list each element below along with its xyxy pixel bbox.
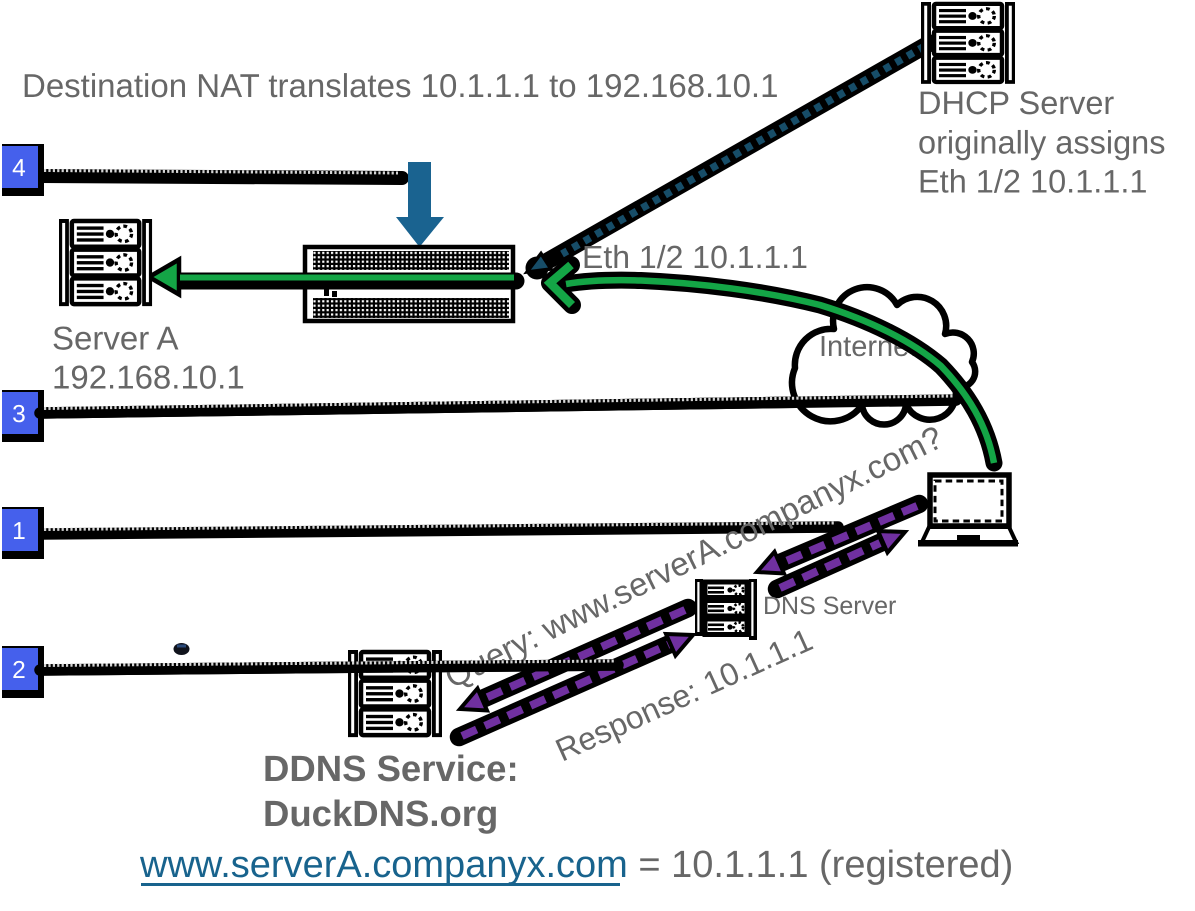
svg-text:2: 2 — [12, 657, 26, 684]
svg-text:DuckDNS.org: DuckDNS.org — [263, 793, 498, 834]
svg-text:DHCP Server: DHCP Server — [918, 85, 1114, 121]
svg-text:4: 4 — [12, 155, 26, 182]
svg-text:3: 3 — [12, 401, 26, 428]
svg-text:DDNS Service:: DDNS Service: — [263, 748, 519, 789]
svg-text:Server A: Server A — [52, 320, 179, 357]
svg-text:192.168.10.1: 192.168.10.1 — [52, 359, 245, 396]
svg-text:Eth 1/2 10.1.1.1: Eth 1/2 10.1.1.1 — [918, 164, 1147, 200]
svg-text:Eth 1/2 10.1.1.1: Eth 1/2 10.1.1.1 — [582, 239, 808, 275]
svg-text:Destination NAT translates 10.: Destination NAT translates 10.1.1.1 to 1… — [22, 67, 778, 104]
svg-text:www.serverA.companyx.com = 10.: www.serverA.companyx.com = 10.1.1.1 (reg… — [139, 844, 1013, 886]
svg-text:Query: www.serverA.companyx.co: Query: www.serverA.companyx.com? — [439, 418, 949, 695]
svg-text:originally assigns: originally assigns — [918, 125, 1165, 161]
svg-text:1: 1 — [12, 518, 26, 545]
svg-text:DNS Server: DNS Server — [763, 592, 896, 620]
